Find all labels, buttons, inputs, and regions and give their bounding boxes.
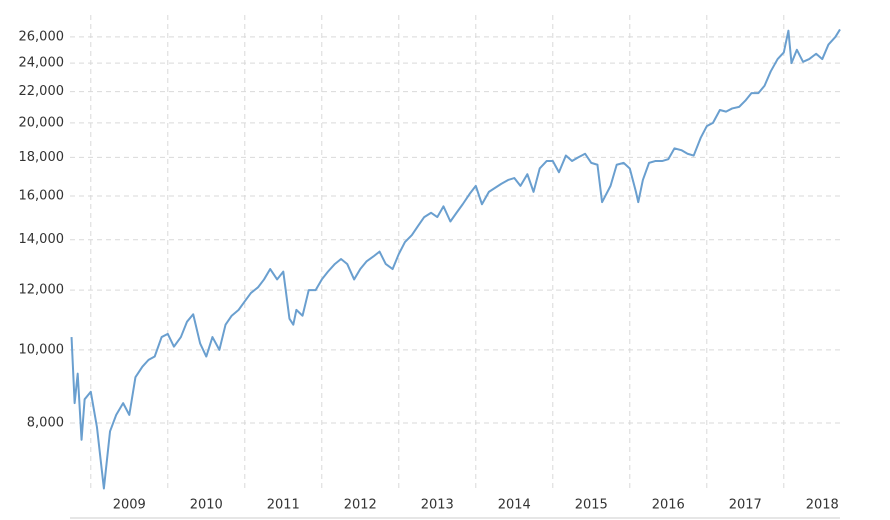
- x-tick-label: 2013: [421, 498, 454, 513]
- line: [70, 28, 841, 490]
- y-tick-label: 24,000: [19, 56, 65, 71]
- x-tick-label: 2017: [729, 498, 762, 513]
- y-tick-label: 26,000: [19, 29, 65, 44]
- x-tick-label: 2009: [113, 498, 146, 513]
- x-tick-label: 2015: [575, 498, 608, 513]
- x-tick-label: 2016: [652, 498, 685, 513]
- y-tick-label: 18,000: [19, 150, 65, 165]
- y-tick-label: 10,000: [19, 342, 65, 357]
- x-tick-label: 2010: [190, 498, 223, 513]
- x-tick-label: 2014: [498, 498, 531, 513]
- y-tick-label: 22,000: [19, 84, 65, 99]
- x-tick-label: 2018: [806, 498, 839, 513]
- y-tick-label: 8,000: [27, 415, 64, 430]
- y-tick-label: 20,000: [19, 115, 65, 130]
- y-tick-label: 16,000: [19, 188, 65, 203]
- x-tick-label: 2011: [267, 498, 300, 513]
- y-tick-label: 12,000: [19, 283, 65, 298]
- x-tick-label: 2012: [344, 498, 377, 513]
- y-tick-label: 14,000: [19, 232, 65, 247]
